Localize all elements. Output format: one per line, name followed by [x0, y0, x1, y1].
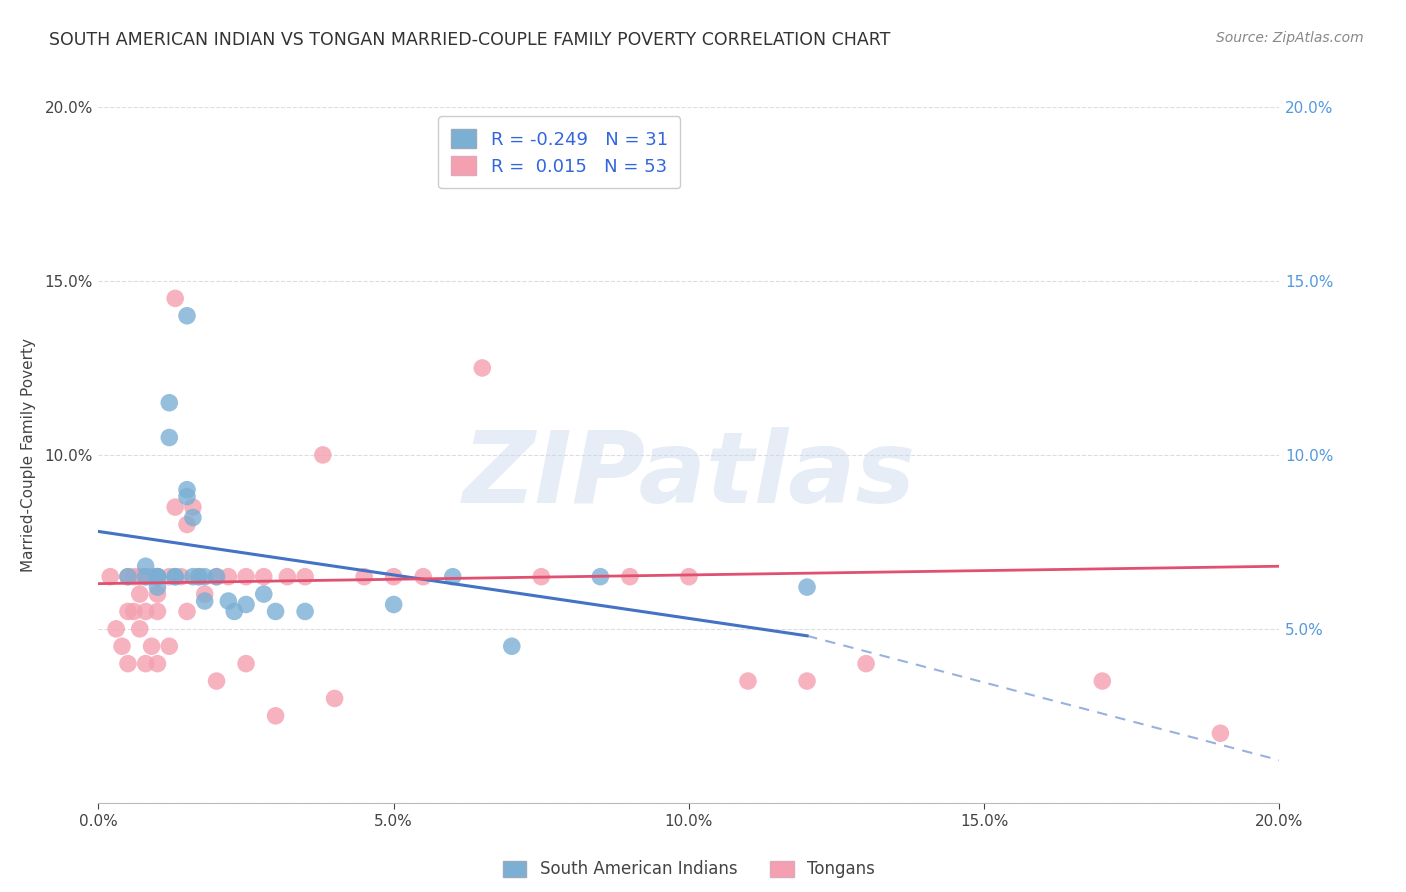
- Point: [176, 605, 198, 619]
- Point: [146, 657, 169, 671]
- Point: [181, 570, 204, 584]
- Point: [128, 570, 150, 584]
- Point: [1091, 674, 1114, 689]
- Point: [194, 587, 217, 601]
- Point: [382, 598, 405, 612]
- Point: [181, 500, 204, 514]
- Point: [105, 622, 128, 636]
- Point: [141, 639, 163, 653]
- Point: [157, 639, 180, 653]
- Point: [264, 708, 287, 723]
- Text: ZIPatlas: ZIPatlas: [463, 427, 915, 524]
- Point: [187, 570, 209, 584]
- Point: [117, 570, 139, 584]
- Point: [146, 570, 169, 584]
- Point: [205, 674, 228, 689]
- Point: [619, 570, 641, 584]
- Point: [165, 500, 187, 514]
- Point: [855, 657, 877, 671]
- Point: [157, 396, 180, 410]
- Point: [294, 570, 316, 584]
- Point: [98, 570, 121, 584]
- Point: [205, 570, 228, 584]
- Point: [217, 570, 239, 584]
- Point: [176, 483, 198, 497]
- Point: [176, 490, 198, 504]
- Point: [194, 594, 217, 608]
- Point: [146, 570, 169, 584]
- Point: [157, 570, 180, 584]
- Point: [323, 691, 346, 706]
- Point: [141, 570, 163, 584]
- Point: [678, 570, 700, 584]
- Point: [165, 570, 187, 584]
- Point: [194, 570, 217, 584]
- Y-axis label: Married-Couple Family Poverty: Married-Couple Family Poverty: [21, 338, 37, 572]
- Point: [412, 570, 434, 584]
- Point: [135, 570, 157, 584]
- Point: [235, 598, 257, 612]
- Point: [530, 570, 553, 584]
- Point: [135, 657, 157, 671]
- Point: [312, 448, 335, 462]
- Point: [264, 605, 287, 619]
- Point: [382, 570, 405, 584]
- Point: [235, 657, 257, 671]
- Point: [796, 580, 818, 594]
- Point: [165, 291, 187, 305]
- Point: [122, 570, 145, 584]
- Point: [589, 570, 612, 584]
- Text: SOUTH AMERICAN INDIAN VS TONGAN MARRIED-COUPLE FAMILY POVERTY CORRELATION CHART: SOUTH AMERICAN INDIAN VS TONGAN MARRIED-…: [49, 31, 890, 49]
- Point: [146, 570, 169, 584]
- Point: [471, 360, 494, 375]
- Point: [146, 605, 169, 619]
- Point: [157, 431, 180, 445]
- Point: [146, 587, 169, 601]
- Point: [176, 309, 198, 323]
- Point: [224, 605, 246, 619]
- Point: [146, 580, 169, 594]
- Point: [117, 570, 139, 584]
- Point: [796, 674, 818, 689]
- Point: [181, 510, 204, 524]
- Point: [187, 570, 209, 584]
- Point: [253, 570, 276, 584]
- Point: [217, 594, 239, 608]
- Point: [294, 605, 316, 619]
- Point: [176, 517, 198, 532]
- Point: [135, 570, 157, 584]
- Point: [111, 639, 134, 653]
- Point: [128, 587, 150, 601]
- Legend: South American Indians, Tongans: South American Indians, Tongans: [496, 854, 882, 885]
- Point: [146, 570, 169, 584]
- Point: [135, 605, 157, 619]
- Point: [135, 559, 157, 574]
- Point: [117, 657, 139, 671]
- Point: [737, 674, 759, 689]
- Point: [205, 570, 228, 584]
- Point: [170, 570, 193, 584]
- Point: [117, 605, 139, 619]
- Text: Source: ZipAtlas.com: Source: ZipAtlas.com: [1216, 31, 1364, 45]
- Point: [165, 570, 187, 584]
- Point: [276, 570, 298, 584]
- Point: [1209, 726, 1232, 740]
- Point: [128, 622, 150, 636]
- Point: [253, 587, 276, 601]
- Point: [501, 639, 523, 653]
- Point: [441, 570, 464, 584]
- Point: [235, 570, 257, 584]
- Point: [353, 570, 375, 584]
- Point: [122, 605, 145, 619]
